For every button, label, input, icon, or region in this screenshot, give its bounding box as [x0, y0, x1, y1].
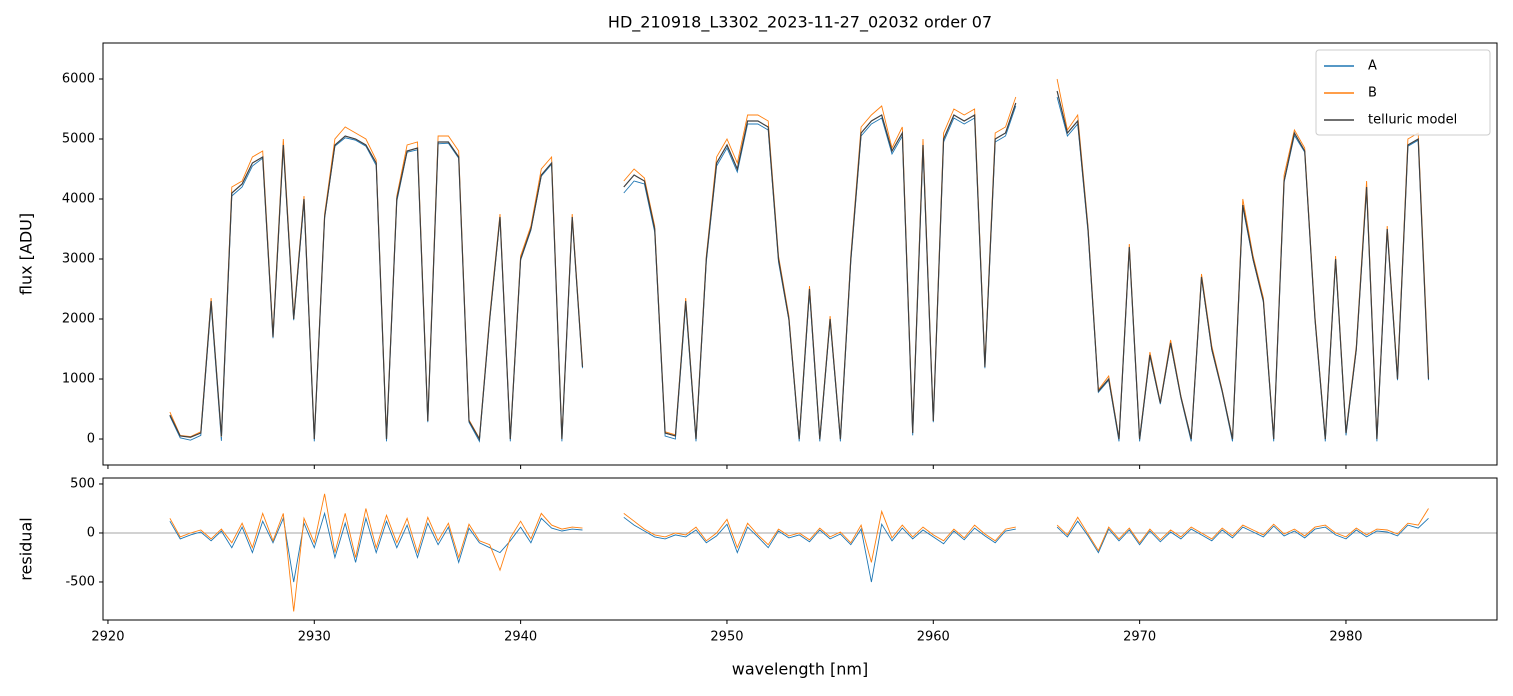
chart-title: HD_210918_L3302_2023-11-27_02032 order 0… — [608, 13, 992, 33]
y-tick-label: -500 — [65, 574, 95, 589]
plot-area — [169, 493, 1429, 612]
y-tick-label: 1000 — [62, 372, 95, 387]
y-tick-label: 2000 — [62, 312, 95, 327]
legend-label: telluric model — [1368, 113, 1457, 128]
y-axis-label: residual — [17, 517, 36, 580]
axes-frame — [102, 477, 1498, 621]
y-tick-label: 500 — [70, 476, 95, 491]
x-tick-label: 2950 — [710, 630, 743, 645]
axes-frame — [102, 42, 1498, 466]
x-tick-label: 2930 — [298, 630, 331, 645]
legend-label: A — [1368, 59, 1377, 74]
legend-label: B — [1368, 86, 1377, 101]
x-tick-label: 2980 — [1329, 630, 1362, 645]
x-tick-label: 2970 — [1123, 630, 1156, 645]
legend-box — [1315, 49, 1491, 136]
series-line — [169, 90, 1430, 441]
x-tick-label: 2940 — [504, 630, 537, 645]
y-tick-label: 4000 — [62, 192, 95, 207]
y-tick-label: 0 — [87, 432, 95, 447]
x-axis-label: wavelength [nm] — [732, 660, 869, 679]
x-tick-label: 2920 — [91, 630, 124, 645]
y-axis-label: flux [ADU] — [17, 213, 36, 295]
series-line — [169, 511, 1429, 583]
x-tick-label: 2960 — [917, 630, 950, 645]
y-tick-label: 3000 — [62, 252, 95, 267]
y-tick-label: 0 — [87, 525, 95, 540]
y-tick-label: 5000 — [62, 132, 95, 147]
series-line — [169, 493, 1429, 612]
y-tick-label: 6000 — [62, 72, 95, 87]
plot-area — [169, 78, 1430, 443]
